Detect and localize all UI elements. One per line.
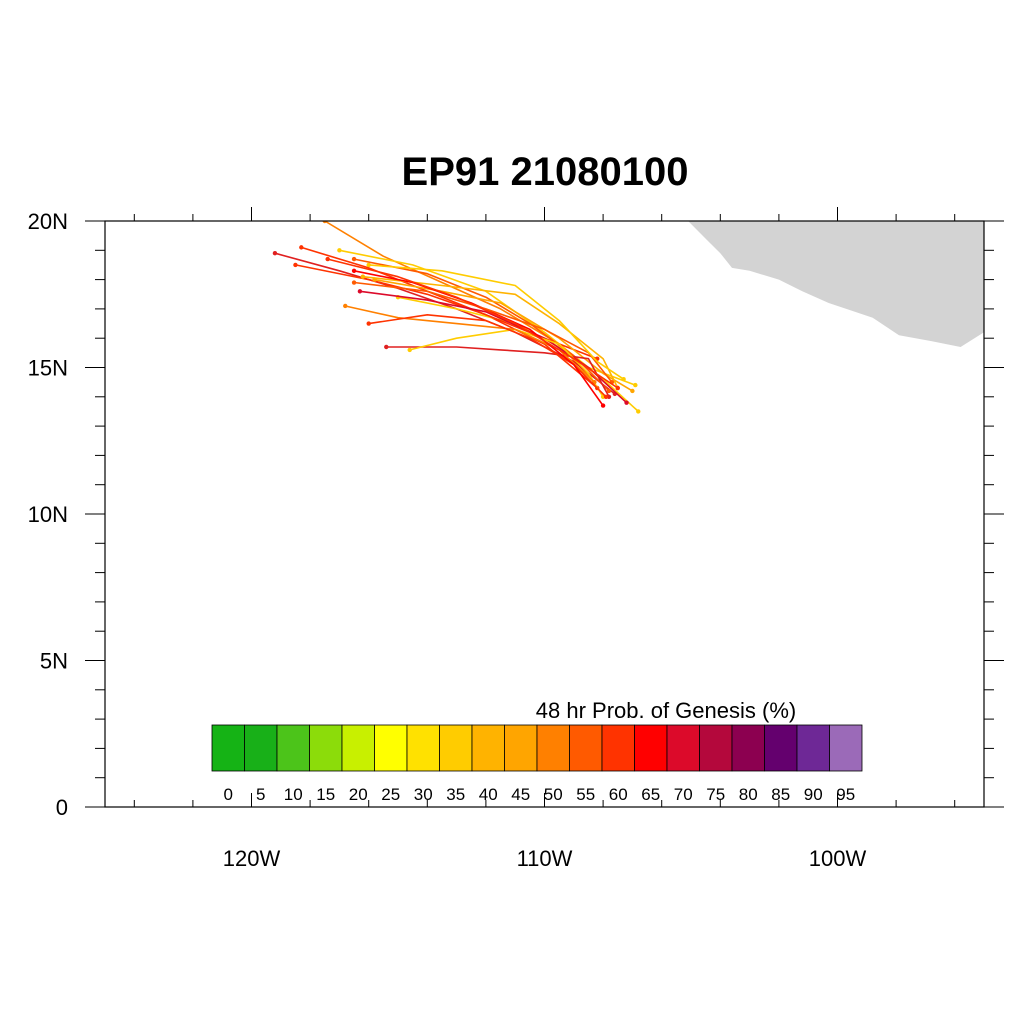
track-line [368, 313, 607, 398]
colorbar-box [536, 724, 570, 772]
page-title: EP91 21080100 [401, 150, 689, 194]
colorbar-label: 50 [544, 785, 563, 804]
track-end-point [600, 403, 606, 408]
track-end-point [621, 377, 626, 382]
colorbar-box [666, 724, 700, 772]
colorbar-label: 95 [836, 785, 855, 804]
lat-label: 20N [28, 209, 68, 234]
track-end-point [615, 385, 620, 391]
colorbar-box [309, 724, 343, 772]
latitude-labels: 20N 15N 10N 5N 0 [28, 209, 68, 820]
colorbar-box [406, 724, 440, 772]
colorbar: 48 hr Prob. of Genesis (%) 0 5 10 15 20 25 30 3… [211, 698, 863, 804]
track-end-point [606, 388, 612, 394]
colorbar-label: 90 [804, 785, 823, 804]
track-start-point [407, 347, 412, 353]
colorbar-boxes [211, 724, 863, 772]
colorbar-label: 75 [706, 785, 725, 804]
track-start-point [351, 268, 357, 274]
track-line [295, 264, 598, 360]
track-end-point [633, 382, 638, 388]
track-start-point [293, 262, 298, 268]
colorbar-label: 55 [576, 785, 595, 804]
colorbar-label: 70 [674, 785, 693, 804]
track-start-point [299, 245, 304, 250]
colorbar-box [569, 724, 603, 772]
colorbar-box [829, 724, 863, 772]
colorbar-box [764, 724, 798, 772]
track-start-point [360, 274, 366, 279]
colorbar-box [471, 724, 505, 772]
track-start-point [366, 262, 371, 268]
track-line [274, 252, 616, 395]
track-line [368, 264, 625, 380]
track-start-point [325, 256, 330, 262]
colorbar-box [634, 724, 668, 772]
lon-label: 120W [223, 846, 281, 871]
land-polygon [688, 221, 984, 347]
track-line [345, 305, 595, 383]
track-line [362, 275, 619, 389]
colorbar-label: 30 [414, 785, 433, 804]
colorbar-labels: 0 5 10 15 20 25 30 35 40 45 50 55 60 65 70 75 80 85 90 95 [224, 785, 856, 804]
track-line [353, 281, 613, 383]
colorbar-label: 20 [349, 785, 368, 804]
colorbar-box [504, 724, 538, 772]
colorbar-label: 65 [641, 785, 660, 804]
colorbar-box [731, 724, 765, 772]
track-start-point [343, 303, 348, 309]
colorbar-box [341, 724, 375, 772]
colorbar-box [601, 724, 635, 772]
colorbar-box [439, 724, 473, 772]
track-start-point [351, 256, 357, 262]
colorbar-label: 0 [224, 785, 233, 804]
track-start-point [337, 248, 342, 253]
colorbar-label: 10 [284, 785, 303, 804]
colorbar-box [276, 724, 310, 772]
track-start-point [384, 344, 389, 350]
track-start-point [272, 251, 278, 256]
track-end-point [624, 400, 629, 405]
colorbar-box [796, 724, 830, 772]
track-start-point [351, 280, 357, 285]
colorbar-label: 80 [739, 785, 758, 804]
lon-label: 100W [809, 846, 867, 871]
colorbar-box [244, 724, 278, 772]
track-end-point [636, 409, 641, 414]
track-end-point [603, 394, 609, 399]
colorbar-box [374, 724, 408, 772]
colorbar-label: 15 [316, 785, 335, 804]
track-line [327, 258, 619, 389]
axis-ticks [85, 207, 1004, 808]
lat-label: 15N [28, 356, 68, 381]
lat-label: 10N [28, 502, 68, 527]
track-line [374, 278, 633, 392]
colorbar-box [699, 724, 733, 772]
track-line [386, 346, 610, 398]
track-end-point [630, 388, 635, 394]
colorbar-label: 5 [256, 785, 265, 804]
colorbar-label: 60 [609, 785, 628, 804]
lat-label: 5N [40, 649, 68, 674]
track-line [353, 270, 604, 407]
colorbar-label: 85 [771, 785, 790, 804]
track-lines [272, 221, 641, 414]
colorbar-label: 40 [479, 785, 498, 804]
colorbar-label: 45 [511, 785, 530, 804]
colorbar-box [211, 724, 245, 772]
lon-label: 110W [517, 846, 573, 871]
track-start-point [366, 321, 371, 326]
colorbar-title: 48 hr Prob. of Genesis (%) [536, 698, 796, 723]
lat-label: 0 [56, 795, 68, 820]
colorbar-label: 35 [446, 785, 465, 804]
track-line [339, 249, 636, 386]
longitude-labels: 120W 110W 100W [223, 846, 867, 871]
land-mexico-coast [688, 221, 984, 347]
track-start-point [357, 289, 363, 294]
colorbar-label: 25 [381, 785, 400, 804]
